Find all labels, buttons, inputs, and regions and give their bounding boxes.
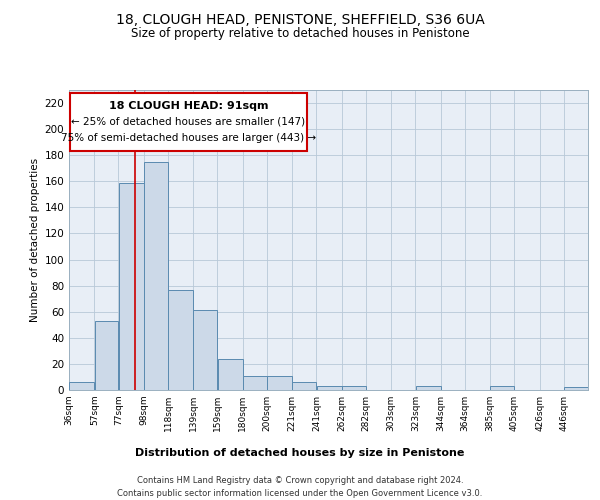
Text: Distribution of detached houses by size in Penistone: Distribution of detached houses by size … [136, 448, 464, 458]
Bar [267, 376, 292, 390]
Bar [342, 386, 366, 390]
Bar [564, 388, 589, 390]
Bar [119, 182, 143, 390]
Bar [243, 376, 267, 390]
Bar [292, 382, 316, 390]
Bar [69, 382, 94, 390]
Text: Size of property relative to detached houses in Penistone: Size of property relative to detached ho… [131, 28, 469, 40]
Bar [144, 162, 168, 390]
Bar [218, 358, 242, 390]
Y-axis label: Number of detached properties: Number of detached properties [30, 158, 40, 322]
Bar [317, 386, 341, 390]
FancyBboxPatch shape [70, 92, 307, 152]
Bar [193, 310, 217, 390]
Bar [490, 386, 514, 390]
Text: ← 25% of detached houses are smaller (147): ← 25% of detached houses are smaller (14… [71, 117, 305, 127]
Text: 18 CLOUGH HEAD: 91sqm: 18 CLOUGH HEAD: 91sqm [109, 100, 268, 110]
Bar [168, 290, 193, 390]
Text: 18, CLOUGH HEAD, PENISTONE, SHEFFIELD, S36 6UA: 18, CLOUGH HEAD, PENISTONE, SHEFFIELD, S… [116, 12, 484, 26]
Bar [416, 386, 440, 390]
Text: Contains public sector information licensed under the Open Government Licence v3: Contains public sector information licen… [118, 489, 482, 498]
Text: 75% of semi-detached houses are larger (443) →: 75% of semi-detached houses are larger (… [61, 134, 316, 143]
Bar [95, 321, 118, 390]
Text: Contains HM Land Registry data © Crown copyright and database right 2024.: Contains HM Land Registry data © Crown c… [137, 476, 463, 485]
